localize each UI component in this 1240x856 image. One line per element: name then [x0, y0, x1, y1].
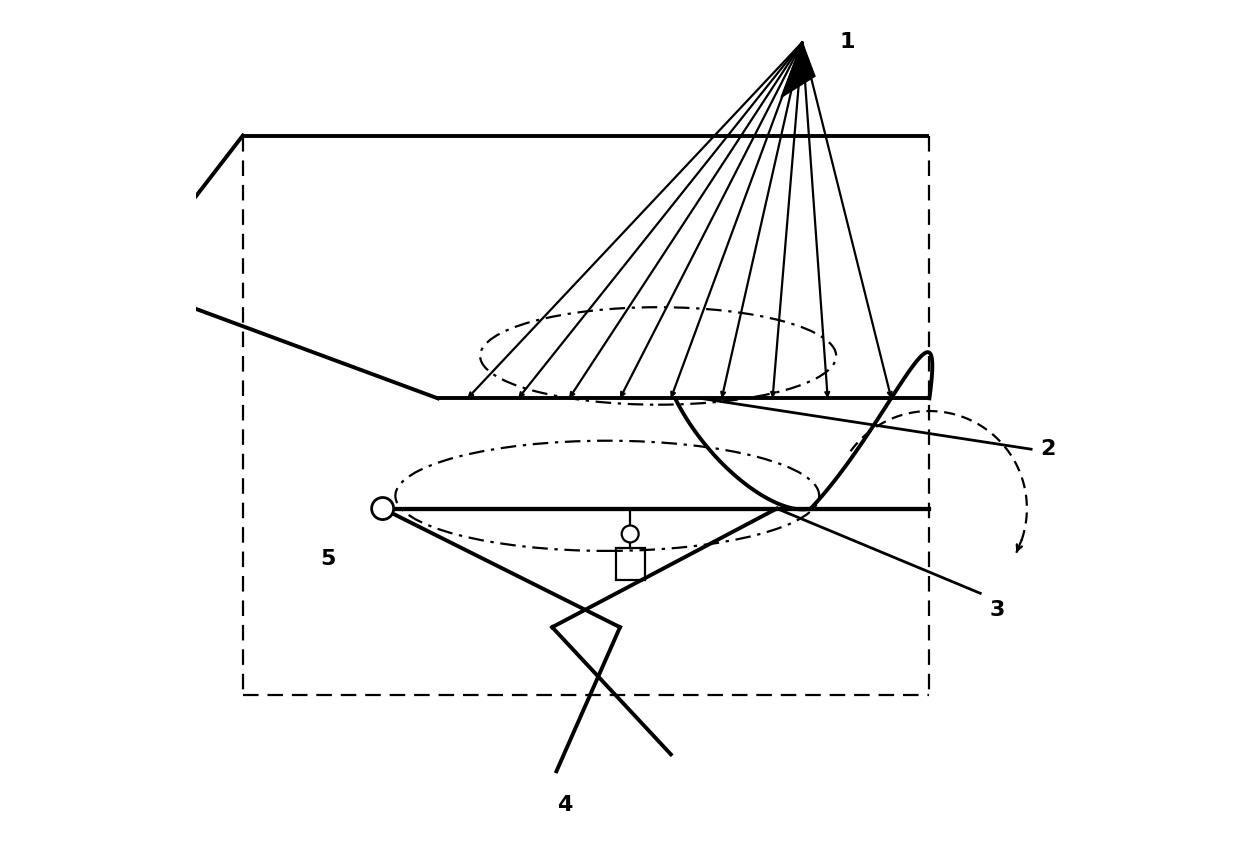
Polygon shape [781, 42, 815, 98]
Bar [616, 548, 645, 580]
Text: 1: 1 [839, 33, 854, 52]
Text: 5: 5 [320, 550, 335, 569]
Circle shape [372, 497, 393, 520]
Text: 4: 4 [557, 795, 573, 815]
Circle shape [621, 526, 639, 543]
Text: 3: 3 [990, 600, 1004, 621]
Text: 2: 2 [1040, 439, 1055, 459]
